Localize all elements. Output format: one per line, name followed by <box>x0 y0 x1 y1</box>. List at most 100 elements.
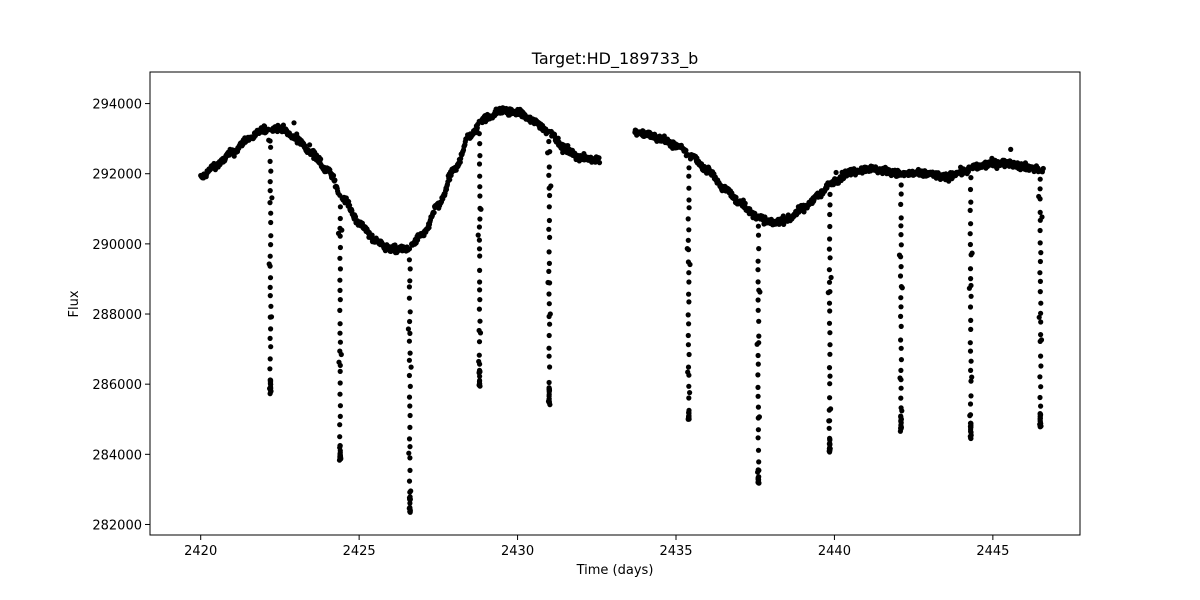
data-point <box>406 246 413 252</box>
data-point <box>968 317 974 323</box>
data-point <box>827 373 833 379</box>
data-point <box>546 391 552 397</box>
data-point <box>755 476 761 482</box>
data-point <box>755 361 761 367</box>
data-point <box>280 122 286 128</box>
data-point <box>476 237 482 243</box>
data-point <box>1038 353 1044 359</box>
data-point <box>755 404 762 410</box>
data-point <box>686 351 692 358</box>
data-point <box>408 364 414 370</box>
data-point <box>476 327 482 334</box>
data-point <box>337 348 343 354</box>
data-point <box>269 195 275 201</box>
data-point <box>827 211 833 218</box>
data-point <box>827 255 833 261</box>
data-point <box>407 266 413 272</box>
data-point <box>686 279 692 285</box>
data-point <box>967 348 974 354</box>
data-point <box>307 142 313 148</box>
data-point <box>755 307 761 313</box>
data-point <box>755 479 761 485</box>
data-point <box>267 179 273 185</box>
data-point <box>477 173 483 179</box>
data-point <box>267 188 273 194</box>
data-point <box>406 357 412 363</box>
data-point <box>968 326 974 332</box>
x-axis-ticks: 2420 2425 2430 2435 2440 2445 <box>184 535 1009 559</box>
data-point <box>407 278 413 284</box>
data-point <box>337 297 343 303</box>
data-point <box>318 156 324 162</box>
data-point <box>827 202 833 208</box>
data-point <box>686 185 692 191</box>
data-point <box>898 377 904 383</box>
data-point <box>968 175 974 181</box>
data-point <box>742 200 748 206</box>
data-point <box>898 284 905 290</box>
data-point <box>968 367 974 373</box>
data-point <box>968 276 974 282</box>
data-point <box>968 165 974 171</box>
data-point <box>967 241 974 248</box>
data-point <box>407 497 413 503</box>
data-point <box>546 301 552 307</box>
data-point <box>546 172 552 178</box>
data-point <box>546 249 552 255</box>
data-point <box>898 367 904 373</box>
data-point <box>686 173 692 179</box>
data-point <box>476 306 482 312</box>
data-point <box>828 274 834 281</box>
data-point <box>826 279 833 285</box>
data-point <box>898 191 904 197</box>
data-point <box>546 138 552 145</box>
data-point <box>968 252 974 258</box>
data-point <box>555 135 561 141</box>
data-point <box>1037 417 1043 424</box>
data-point <box>477 184 483 190</box>
y-tick-label: 290000 <box>92 238 142 253</box>
data-point <box>407 309 413 315</box>
data-point <box>476 224 482 230</box>
data-point <box>477 253 483 259</box>
y-tick-label: 286000 <box>92 378 142 393</box>
data-point <box>337 255 343 261</box>
data-point <box>967 207 973 213</box>
data-point <box>337 204 343 210</box>
data-point <box>267 387 274 393</box>
data-point <box>447 177 453 183</box>
data-point <box>685 259 692 265</box>
data-point <box>407 412 413 419</box>
data-point <box>755 279 761 285</box>
data-point <box>756 459 762 465</box>
x-tick-label: 2425 <box>343 544 376 559</box>
data-point <box>826 267 833 273</box>
data-point <box>756 318 762 324</box>
data-point <box>477 216 483 222</box>
data-point <box>686 227 692 233</box>
data-point <box>755 447 762 453</box>
data-point <box>337 339 343 345</box>
data-point <box>407 467 413 473</box>
data-point <box>268 242 274 248</box>
data-point <box>686 414 692 421</box>
data-point <box>685 332 691 339</box>
data-point <box>827 381 833 387</box>
data-point <box>685 237 691 243</box>
data-point <box>898 420 904 426</box>
data-point <box>477 205 483 211</box>
data-point <box>406 295 412 301</box>
data-point <box>826 300 833 306</box>
data-point <box>477 267 483 273</box>
data-points-layer <box>198 105 1046 515</box>
data-point <box>827 418 833 424</box>
x-tick-label: 2440 <box>818 544 851 559</box>
data-point <box>1037 338 1043 344</box>
data-point <box>685 342 692 348</box>
data-point <box>898 313 904 319</box>
data-point <box>898 405 904 411</box>
data-point <box>1038 300 1044 306</box>
data-point <box>546 217 553 224</box>
data-point <box>898 323 904 329</box>
data-point <box>898 264 904 270</box>
